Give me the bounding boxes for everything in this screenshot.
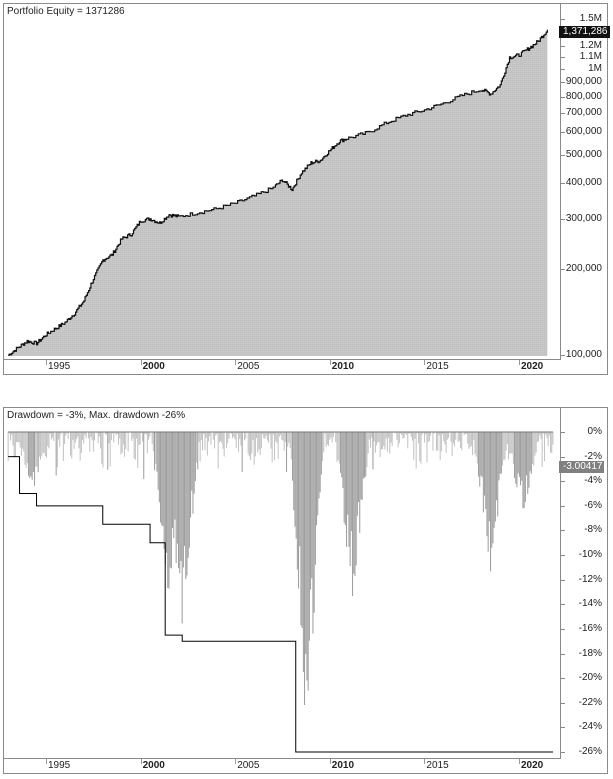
y-tick (561, 57, 565, 58)
y-tick-label: -8% (584, 524, 602, 535)
x-tick (424, 759, 425, 764)
x-tick (141, 360, 142, 365)
x-tick (46, 759, 47, 764)
y-tick (561, 604, 565, 605)
x-tick (519, 759, 520, 764)
x-tick-label: 1995 (48, 361, 70, 372)
x-tick (235, 759, 236, 764)
drawdown-x-axis: 1995 2000 2005 2010 2015 2020 (4, 758, 561, 773)
drawdown-curve (4, 408, 561, 758)
equity-chart-title: Portfolio Equity = 1371286 (7, 6, 125, 17)
equity-curve (4, 4, 561, 359)
y-tick (561, 555, 565, 556)
y-tick (561, 629, 565, 630)
y-tick-label: 1.2M (580, 40, 602, 51)
equity-x-axis: 1995 2000 2005 2010 2015 2020 (4, 359, 561, 374)
y-tick (561, 678, 565, 679)
y-tick (561, 506, 565, 507)
y-tick-label: -6% (584, 500, 602, 511)
y-tick-label: -14% (579, 598, 602, 609)
y-tick (561, 46, 565, 47)
x-tick-label: 2010 (332, 361, 354, 372)
y-tick (561, 727, 565, 728)
y-tick (561, 752, 565, 753)
y-tick-label: -18% (579, 648, 602, 659)
drawdown-chart-panel: Drawdown = -3%, Max. drawdown -26% 0% -2%… (3, 407, 608, 774)
drawdown-value-tag: -3.00417 (559, 461, 604, 473)
equity-value-tag-text: 1,371,286 (563, 26, 608, 37)
x-tick-label: 2000 (143, 361, 165, 372)
drawdown-value-tag-text: -3.00417 (563, 461, 602, 472)
y-tick (561, 183, 565, 184)
drawdown-plot-area[interactable]: Drawdown = -3%, Max. drawdown -26% (4, 408, 561, 758)
y-tick-label: -2% (584, 451, 602, 462)
equity-y-axis: 1.5M1.3M1.2M1.1M1M900,000800,000700,0006… (561, 4, 607, 374)
y-tick (561, 530, 565, 531)
x-tick-label: 2005 (237, 760, 259, 771)
y-tick-label: -12% (579, 574, 602, 585)
y-tick-label: 100,000 (566, 349, 602, 360)
x-tick-label: 2015 (426, 361, 448, 372)
x-tick (46, 360, 47, 365)
x-tick (330, 360, 331, 365)
y-tick-label: 500,000 (566, 149, 602, 160)
y-tick (561, 97, 565, 98)
y-tick (561, 355, 565, 356)
y-tick-label: -10% (579, 549, 602, 560)
x-tick (141, 759, 142, 764)
y-tick-label: 600,000 (566, 126, 602, 137)
drawdown-chart-title: Drawdown = -3%, Max. drawdown -26% (7, 410, 185, 421)
y-tick-label: 0% (588, 426, 602, 437)
y-tick-label: 900,000 (566, 76, 602, 87)
y-tick (561, 457, 565, 458)
y-tick-label: -4% (584, 475, 602, 486)
y-tick (561, 219, 565, 220)
x-tick-label: 2020 (521, 361, 543, 372)
y-tick-label: 1M (588, 63, 602, 74)
y-tick (561, 132, 565, 133)
y-tick (561, 432, 565, 433)
x-tick-label: 1995 (48, 760, 70, 771)
x-tick (235, 360, 236, 365)
x-tick-label: 2015 (426, 760, 448, 771)
y-tick-label: -16% (579, 623, 602, 634)
x-tick (519, 360, 520, 365)
equity-chart-panel: Portfolio Equity = 1371286 1.5M1.3M1.2M1… (3, 3, 608, 375)
y-tick-label: 700,000 (566, 107, 602, 118)
y-tick-label: 200,000 (566, 263, 602, 274)
y-tick-label: 300,000 (566, 213, 602, 224)
y-tick (561, 113, 565, 114)
equity-value-tag: 1,371,286 (559, 26, 610, 38)
y-tick-label: -20% (579, 672, 602, 683)
y-tick-label: 1.5M (580, 13, 602, 24)
y-tick-label: -26% (579, 746, 602, 757)
y-tick (561, 82, 565, 83)
x-tick-label: 2005 (237, 361, 259, 372)
y-tick-label: -22% (579, 697, 602, 708)
y-tick (561, 580, 565, 581)
y-tick (561, 703, 565, 704)
y-tick (561, 654, 565, 655)
x-tick-label: 2000 (143, 760, 165, 771)
x-tick (424, 360, 425, 365)
y-tick-label: 1.1M (580, 51, 602, 62)
y-tick (561, 481, 565, 482)
x-tick (330, 759, 331, 764)
y-tick (561, 69, 565, 70)
equity-plot-area[interactable]: Portfolio Equity = 1371286 (4, 4, 561, 359)
y-tick-label: -24% (579, 721, 602, 732)
x-tick-label: 2010 (332, 760, 354, 771)
y-tick-label: 400,000 (566, 177, 602, 188)
y-tick-label: 800,000 (566, 91, 602, 102)
y-tick (561, 155, 565, 156)
x-tick-label: 2020 (521, 760, 543, 771)
y-tick (561, 19, 565, 20)
y-tick (561, 269, 565, 270)
